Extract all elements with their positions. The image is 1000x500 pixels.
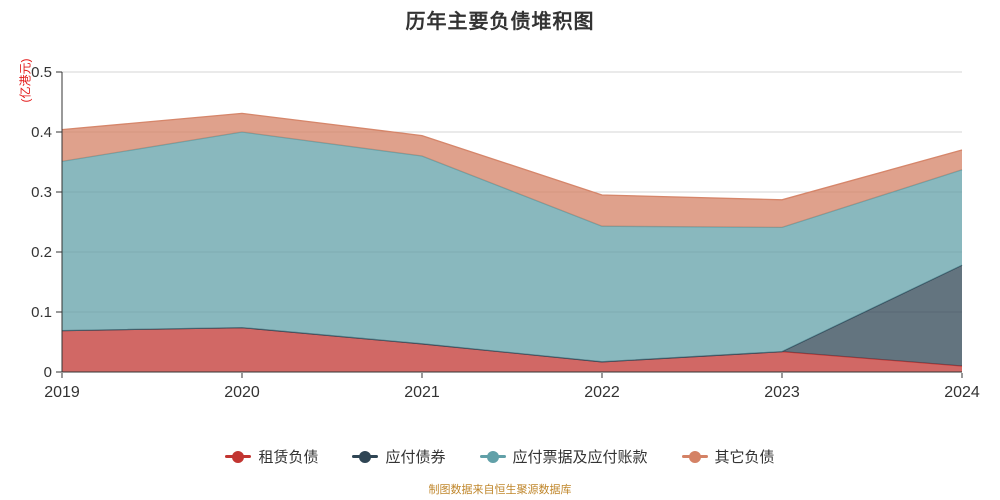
legend-item-other-liabilities[interactable]: 其它负债 (681, 446, 775, 467)
stacked-area-plot: 0 0.1 0.2 0.3 0.4 0.5 2019 2020 2021 2022 2023 2024 (31, 64, 980, 401)
legend-item-label: 其它负债 (714, 449, 775, 466)
legend: 租赁负债 应付债券 应付票据及应付账款 其它负债 (0, 446, 1000, 467)
x-tick-label: 2024 (944, 384, 980, 401)
legend-dot-icon (232, 450, 245, 463)
x-tick-label: 2022 (584, 384, 620, 401)
y-tick-label: 0 (44, 364, 52, 381)
legend-item-label: 应付债券 (385, 449, 446, 466)
legend-item-notes-accounts-payable[interactable]: 应付票据及应付账款 (479, 446, 648, 467)
chart-title: 历年主要负债堆积图 (405, 11, 595, 33)
legend-line-dot-icon (225, 450, 252, 463)
y-tick-label: 0.1 (31, 304, 52, 321)
legend-item-bonds-payable[interactable]: 应付债券 (352, 446, 446, 467)
y-tick-label: 0.3 (31, 184, 52, 201)
x-tick-label: 2019 (44, 384, 80, 401)
legend-line-dot-icon (681, 450, 708, 463)
legend-dot-icon (359, 450, 372, 463)
legend-line-dot-icon (479, 450, 506, 463)
x-tick-label: 2021 (404, 384, 440, 401)
y-tick-label: 0.2 (31, 244, 52, 261)
legend-dot-icon (688, 450, 701, 463)
x-tick-label: 2020 (224, 384, 260, 401)
x-tick-label: 2023 (764, 384, 800, 401)
legend-item-label: 租赁负债 (258, 449, 319, 466)
area-series-0[interactable] (62, 327, 962, 372)
area-series-2[interactable] (62, 132, 962, 362)
area-series-1[interactable] (62, 265, 962, 366)
legend-item-lease-liabilities[interactable]: 租赁负债 (225, 446, 318, 467)
legend-dot-icon (486, 450, 499, 463)
legend-line-dot-icon (352, 450, 379, 463)
data-source-note: 制图数据来自恒生聚源数据库 (428, 484, 572, 496)
y-tick-label: 0.4 (31, 124, 52, 141)
legend-item-label: 应付票据及应付账款 (512, 449, 648, 466)
series-line-3 (61, 112, 963, 201)
y-tick-label: 0.5 (31, 64, 52, 81)
